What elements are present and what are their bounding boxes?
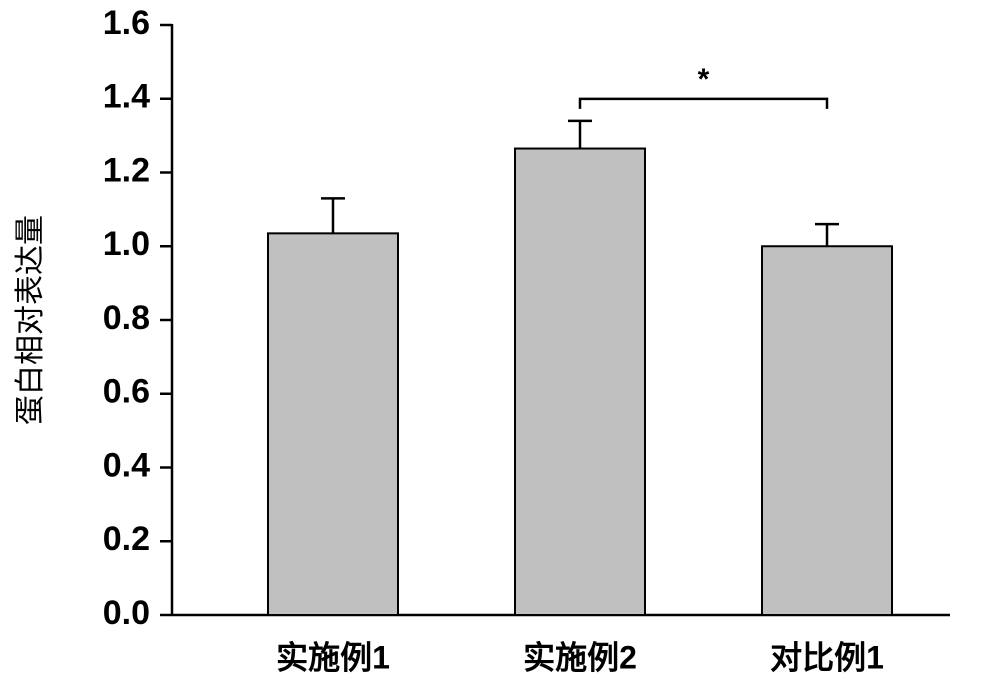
bar [761,245,893,616]
y-tick-label: 1.2 [103,151,150,189]
error-bar [815,222,839,247]
error-bar [568,119,592,149]
y-tick-label: 0.6 [103,373,150,411]
x-tick-label: 实施例2 [523,639,637,675]
x-tick-label: 实施例1 [276,639,390,675]
significance-bracket [578,97,829,109]
x-tick-label: 对比例1 [770,639,884,675]
y-tick-label: 1.0 [103,225,150,263]
y-tick-label: 0.0 [103,594,150,632]
y-tick-label: 0.2 [103,520,150,558]
y-tick-label: 1.4 [103,78,150,116]
y-tick-label: 0.8 [103,299,150,337]
bar [514,147,646,616]
significance-label: * [698,63,710,96]
error-bar [321,197,345,234]
y-tick-label: 0.4 [103,446,150,484]
y-axis-label: 蛋白相对表达量 [14,215,47,425]
y-tick-label: 1.6 [103,4,150,42]
bar [267,232,399,616]
